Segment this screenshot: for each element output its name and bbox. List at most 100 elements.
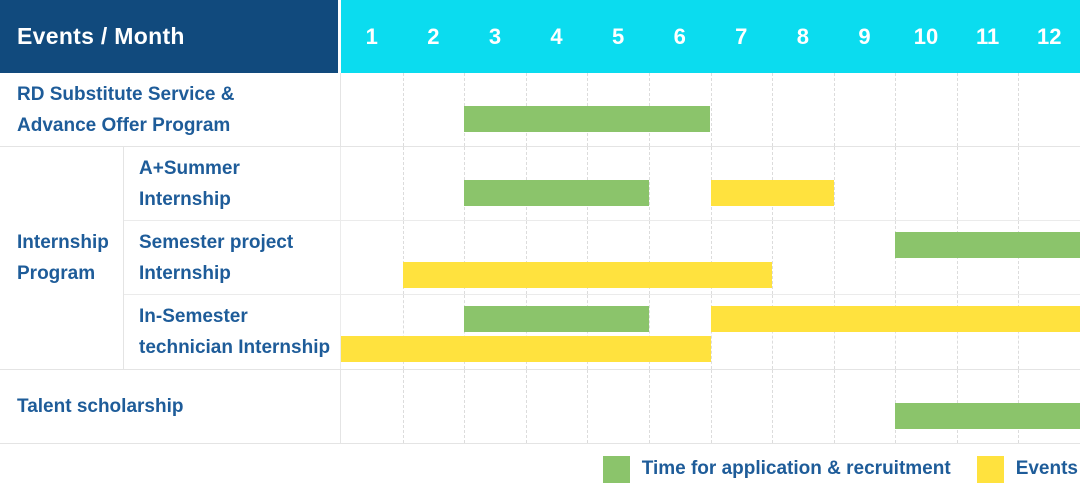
chart-cell xyxy=(341,295,1080,369)
month-gridline xyxy=(402,147,404,220)
group-rows: A+Summer Internship Semester project Intern… xyxy=(124,147,1080,369)
month-header-10: 10 xyxy=(913,23,939,49)
row-label: Semester project Internship xyxy=(124,221,341,294)
legend-item-recruitment: Time for application & recruitment xyxy=(602,455,951,483)
bar-recruitment xyxy=(895,232,1080,258)
bar-recruitment xyxy=(464,106,711,132)
corner-header-cell: Events / Month xyxy=(0,0,338,73)
month-header-2: 2 xyxy=(427,23,440,49)
month-gridline xyxy=(895,147,897,220)
month-gridline xyxy=(587,221,589,294)
chart-cell xyxy=(341,370,1080,443)
month-gridline xyxy=(956,295,958,369)
month-gridline xyxy=(710,221,712,294)
month-header-6: 6 xyxy=(673,23,686,49)
month-gridline xyxy=(833,221,835,294)
gantt-body: RD Substitute Service & Advance Offer Pro… xyxy=(0,73,1080,444)
month-header-3: 3 xyxy=(488,23,502,49)
month-gridline xyxy=(710,73,712,146)
month-gridline xyxy=(402,221,404,294)
label-line: Advance Offer Program xyxy=(17,114,231,136)
month-gridline xyxy=(895,295,897,369)
month-gridline xyxy=(833,295,835,369)
legend-label: Time for application & recruitment xyxy=(641,458,951,479)
month-gridline xyxy=(587,295,589,369)
bar-recruitment xyxy=(895,403,1080,429)
table-row: RD Substitute Service & Advance Offer Pro… xyxy=(0,73,1080,147)
month-gridline xyxy=(956,73,958,146)
row-label: A+Summer Internship xyxy=(124,147,341,220)
month-gridline xyxy=(710,370,712,443)
table-row: In-Semester technician Internship xyxy=(124,295,1080,369)
label-line: Program xyxy=(17,263,96,284)
chart-cell xyxy=(341,73,1080,146)
bar-event xyxy=(341,336,711,362)
month-gridline xyxy=(464,370,466,443)
month-gridline xyxy=(648,147,650,220)
row-label: RD Substitute Service & Advance Offer Pro… xyxy=(0,73,341,146)
month-gridline xyxy=(587,370,589,443)
month-gridline xyxy=(1018,147,1020,220)
month-gridline xyxy=(464,295,466,369)
event-swatch-icon xyxy=(976,455,1004,483)
month-gridline xyxy=(648,221,650,294)
table-row: Semester project Internship xyxy=(124,221,1080,295)
legend: Time for application & recruitment Events xyxy=(0,444,1080,494)
group-label: Internship Program xyxy=(0,147,124,369)
month-gridline xyxy=(833,73,835,146)
label-line: Talent scholarship xyxy=(17,396,184,417)
bar-event xyxy=(402,262,773,288)
label-line: Internship xyxy=(139,262,231,284)
month-gridline xyxy=(710,295,712,369)
month-gridline xyxy=(833,370,835,443)
month-gridline xyxy=(772,370,774,443)
month-header-8: 8 xyxy=(796,23,809,49)
month-header-5: 5 xyxy=(611,23,625,49)
month-gridline xyxy=(525,370,527,443)
month-header-11: 11 xyxy=(975,23,1000,49)
row-label: In-Semester technician Internship xyxy=(124,295,341,369)
label-line: technician Internship xyxy=(139,337,331,358)
month-gridline xyxy=(772,295,774,369)
month-gridline xyxy=(525,295,527,369)
label-line: RD Substitute Service & xyxy=(17,83,235,105)
recruitment-swatch-icon xyxy=(602,455,630,483)
month-header-12: 12 xyxy=(1036,23,1062,49)
gantt-table: Events / Month 1 2 3 4 5 6 7 8 9 10 11 12 RD Substi… xyxy=(0,0,1080,444)
label-line: Semester project xyxy=(139,231,294,253)
label-line: Internship xyxy=(17,232,109,253)
month-header-row: 1 2 3 4 5 6 7 8 9 10 11 12 xyxy=(341,0,1080,73)
month-gridline xyxy=(525,221,527,294)
bar-recruitment xyxy=(464,180,649,206)
header-row: Events / Month 1 2 3 4 5 6 7 8 9 10 11 12 xyxy=(0,0,1080,73)
month-gridline xyxy=(895,73,897,146)
month-header-9: 9 xyxy=(858,23,871,49)
month-gridline xyxy=(772,221,774,294)
month-header-4: 4 xyxy=(550,23,563,49)
month-gridline xyxy=(833,147,835,220)
bar-event xyxy=(710,306,1080,332)
label-line: In-Semester xyxy=(139,306,248,327)
table-row: Talent scholarship xyxy=(0,370,1080,444)
row-label: Talent scholarship xyxy=(0,370,341,443)
legend-item-event: Events xyxy=(976,455,1078,483)
row-group: Internship Program A+Summer Internship Semes… xyxy=(0,147,1080,370)
label-line: Internship xyxy=(139,188,231,210)
chart-cell xyxy=(341,147,1080,220)
bar-recruitment xyxy=(464,306,649,332)
legend-label: Events xyxy=(1015,458,1078,479)
label-line: A+Summer xyxy=(139,157,240,179)
month-gridline xyxy=(402,295,404,369)
month-gridline xyxy=(402,73,404,146)
month-gridline xyxy=(402,370,404,443)
bar-event xyxy=(710,180,834,206)
month-gridline xyxy=(1018,73,1020,146)
table-row: A+Summer Internship xyxy=(124,147,1080,221)
chart-cell xyxy=(341,221,1080,294)
month-gridline xyxy=(956,147,958,220)
month-header-1: 1 xyxy=(365,23,378,49)
month-gridline xyxy=(648,370,650,443)
month-gridline xyxy=(464,221,466,294)
month-gridline xyxy=(648,295,650,369)
month-gridline xyxy=(1018,295,1020,369)
